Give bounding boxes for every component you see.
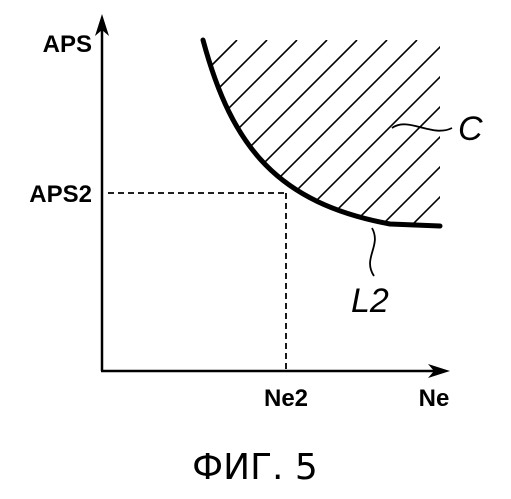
- region-c-label: C: [458, 110, 483, 148]
- curve-l2-label: L2: [351, 282, 389, 320]
- y-axis-label: APS: [43, 31, 92, 58]
- hatched-region: [207, 40, 447, 280]
- ne2-label: Ne2: [264, 385, 308, 412]
- curve-l2-leader: [370, 228, 375, 276]
- figure-caption: ФИГ. 5: [192, 447, 318, 488]
- x-axis-label: Ne: [419, 385, 450, 412]
- aps2-label: APS2: [29, 181, 92, 208]
